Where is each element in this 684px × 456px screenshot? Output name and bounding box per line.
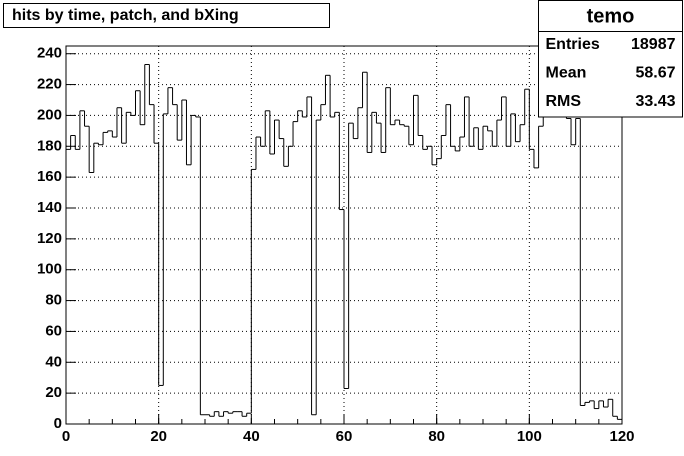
y-tick-label: 40 (45, 353, 62, 370)
stats-value: 58.67 (635, 65, 675, 82)
stats-title: temo (587, 5, 635, 27)
stats-value: 18987 (631, 36, 676, 53)
stats-box (538, 0, 683, 118)
x-tick-label: 60 (336, 428, 353, 445)
y-tick-label: 120 (37, 230, 62, 247)
y-tick-label: 100 (37, 261, 62, 278)
stats-label: Mean (546, 65, 587, 82)
title-box (3, 3, 330, 28)
stats-label: RMS (546, 93, 582, 110)
y-tick-label: 180 (37, 137, 62, 154)
x-tick-label: 120 (609, 428, 634, 445)
chart-title: hits by time, patch, and bXing (12, 7, 239, 24)
y-tick-label: 0 (54, 415, 62, 432)
y-tick-label: 220 (37, 76, 62, 93)
y-tick-label: 160 (37, 168, 62, 185)
y-tick-label: 80 (45, 292, 62, 309)
stats-label: Entries (546, 36, 600, 53)
x-tick-label: 0 (62, 428, 70, 445)
y-tick-label: 140 (37, 199, 62, 216)
y-tick-label: 200 (37, 106, 62, 123)
x-tick-label: 100 (517, 428, 542, 445)
plot-border (65, 45, 623, 425)
y-tick-label: 20 (45, 384, 62, 401)
y-tick-label: 240 (37, 45, 62, 62)
x-tick-label: 40 (243, 428, 260, 445)
x-tick-label: 80 (428, 428, 445, 445)
y-tick-label: 60 (45, 322, 62, 339)
stats-value: 33.43 (635, 93, 675, 110)
x-tick-label: 20 (150, 428, 167, 445)
